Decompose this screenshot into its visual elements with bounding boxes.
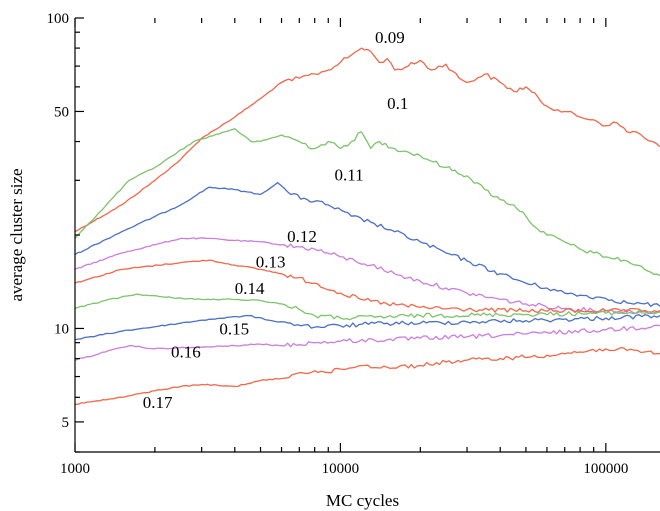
series-label-0: 0.09	[375, 28, 405, 47]
y-tick-label-0: 5	[62, 415, 70, 431]
series-line-7	[74, 324, 660, 361]
y-axis-title: average cluster size	[7, 168, 26, 301]
series-line-6	[74, 314, 660, 341]
series-label-3: 0.12	[287, 227, 317, 246]
y-tick-label-3: 100	[47, 11, 70, 27]
series-line-0	[74, 47, 660, 233]
y-tick-label-1: 10	[54, 321, 69, 337]
series-line-4	[74, 259, 660, 314]
x-tick-label-2: 100000	[583, 461, 628, 477]
series-line-1	[74, 128, 660, 277]
x-tick-label-0: 1000	[60, 461, 90, 477]
axes: 1000 10000 100000 5 10 50 100	[47, 11, 660, 477]
series-label-5: 0.14	[235, 279, 265, 298]
plot-area	[75, 18, 660, 452]
series-lines	[74, 47, 660, 405]
series-label-4: 0.13	[256, 253, 286, 272]
x-tick-label-1: 10000	[322, 461, 360, 477]
series-line-5	[74, 293, 660, 321]
y-tick-label-2: 50	[54, 104, 69, 120]
x-axis-title: MC cycles	[326, 491, 399, 510]
series-label-1: 0.1	[387, 94, 408, 113]
series-label-7: 0.16	[171, 343, 201, 362]
series-label-2: 0.11	[334, 165, 363, 184]
series-line-3	[74, 237, 660, 315]
series-label-6: 0.15	[219, 320, 249, 339]
series-labels: 0.09 0.1 0.11 0.120.13 0.14 0.15 0.16 0.17	[143, 28, 409, 412]
series-line-2	[74, 181, 660, 307]
series-line-8	[74, 347, 660, 405]
series-label-8: 0.17	[143, 393, 173, 412]
